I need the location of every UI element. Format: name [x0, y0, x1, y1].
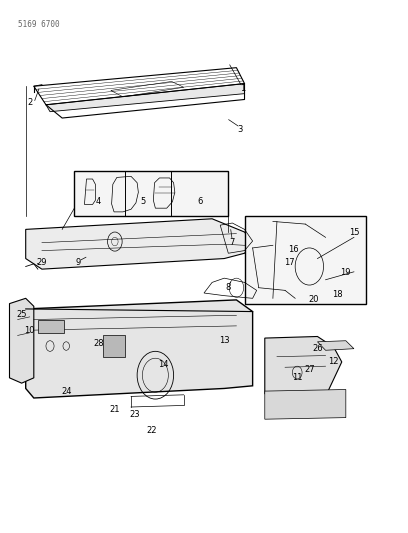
- Text: 9: 9: [76, 259, 81, 267]
- Text: 18: 18: [333, 289, 343, 298]
- Text: 29: 29: [37, 259, 47, 267]
- Text: 5: 5: [141, 197, 146, 206]
- Text: 21: 21: [110, 405, 120, 414]
- Text: 2: 2: [27, 98, 32, 107]
- Text: 23: 23: [130, 410, 140, 419]
- Polygon shape: [317, 341, 354, 350]
- Text: 22: 22: [146, 426, 157, 435]
- Polygon shape: [265, 336, 342, 400]
- Text: 27: 27: [304, 366, 315, 374]
- Polygon shape: [265, 390, 346, 419]
- Text: 26: 26: [312, 344, 323, 353]
- Polygon shape: [9, 298, 34, 383]
- Text: 15: 15: [349, 228, 359, 237]
- Text: 1: 1: [240, 84, 245, 93]
- Bar: [244, 216, 366, 304]
- Text: 24: 24: [61, 386, 71, 395]
- Bar: [74, 171, 228, 216]
- Text: 28: 28: [93, 339, 104, 348]
- Text: 19: 19: [341, 268, 351, 277]
- Polygon shape: [26, 219, 253, 269]
- Text: 12: 12: [328, 358, 339, 367]
- Text: 20: 20: [308, 295, 319, 304]
- Text: 10: 10: [24, 326, 35, 335]
- Bar: [38, 319, 64, 333]
- Text: 17: 17: [284, 258, 295, 266]
- Text: 13: 13: [219, 336, 230, 345]
- Text: 3: 3: [238, 125, 243, 134]
- Polygon shape: [26, 300, 253, 398]
- Text: 6: 6: [197, 197, 203, 206]
- Text: 14: 14: [158, 360, 169, 369]
- Text: 5169 6700: 5169 6700: [18, 20, 59, 29]
- Text: 16: 16: [288, 245, 299, 254]
- Text: 4: 4: [96, 197, 101, 206]
- Text: 25: 25: [16, 310, 27, 319]
- Text: 8: 8: [226, 283, 231, 292]
- Text: 7: 7: [230, 238, 235, 247]
- Bar: [103, 335, 125, 357]
- Polygon shape: [46, 84, 244, 112]
- Text: 11: 11: [292, 373, 302, 382]
